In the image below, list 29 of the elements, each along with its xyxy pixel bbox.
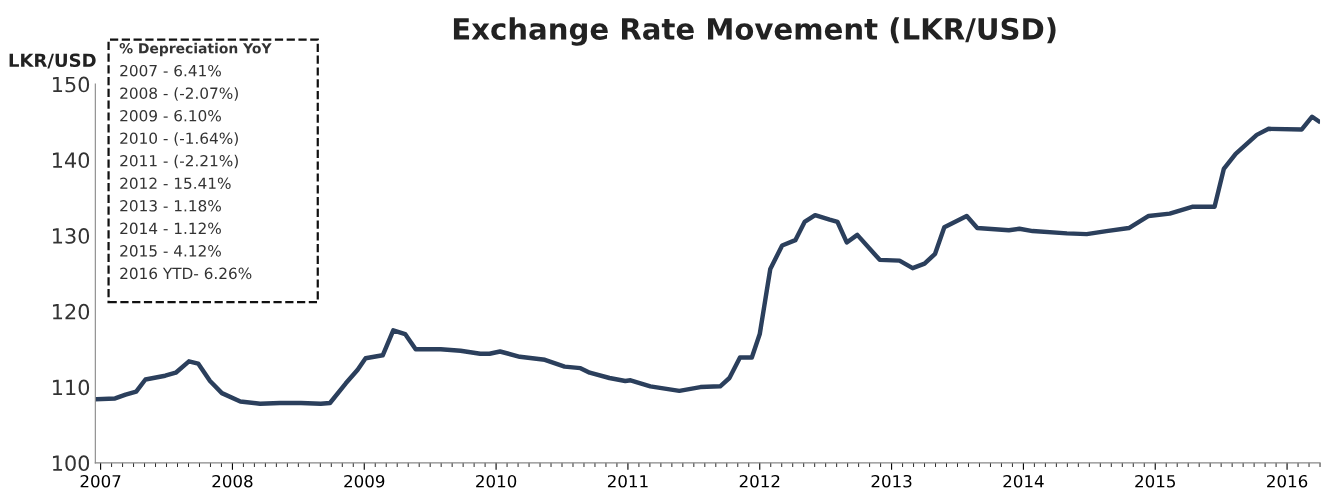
x-tick-label: 2015 (1135, 474, 1175, 488)
x-tick-label: 2007 (80, 474, 121, 488)
y-tick-label: 110 (52, 379, 90, 396)
annotation: 2013 - 1.18% (120, 200, 221, 212)
annotation: 2015 - 4.12% (120, 245, 221, 257)
y-tick-label: 120 (52, 303, 90, 320)
y-tick-label: 140 (52, 152, 90, 169)
y-tick-label: 130 (52, 228, 90, 244)
annotation: 2008 - (-2.07%) (120, 87, 238, 101)
y-axis-title: LKR/USD (9, 53, 96, 69)
text: 2007 - 6.41% (120, 64, 221, 77)
y-tick-label: 100 (52, 455, 90, 472)
annotation: 2016 YTD- 6.26% (120, 267, 252, 280)
x-tick-label: 2010 (476, 474, 517, 488)
text: % Depreciation YoY (119, 42, 272, 57)
annotation: 2012 - 15.41% (120, 177, 231, 190)
x-tick-label: 2008 (212, 474, 253, 488)
chart-title: Exchange Rate Movement (LKR/USD) (453, 17, 1056, 46)
annotation: 2009 - 6.10% (120, 109, 221, 122)
x-tick-label: 2012 (739, 474, 780, 488)
annotation: 2011 - (-2.21%) (120, 154, 238, 169)
y-tick-label: 150 (52, 76, 90, 93)
x-tick-label: 2014 (1003, 474, 1044, 488)
x-tick-label: 2016 (1267, 474, 1308, 488)
annotation: 2014 - 1.12% (120, 222, 221, 235)
x-tick-label: 2009 (344, 474, 385, 488)
x-tick-label: 2013 (871, 474, 912, 488)
x-tick-label: 2011 (607, 474, 648, 488)
annotation: 2010 - (-1.64%) (120, 132, 238, 146)
